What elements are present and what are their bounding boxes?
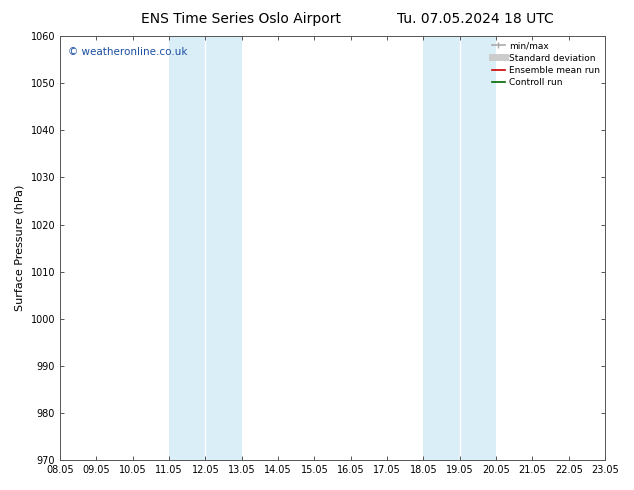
Text: © weatheronline.co.uk: © weatheronline.co.uk: [68, 47, 188, 57]
Y-axis label: Surface Pressure (hPa): Surface Pressure (hPa): [15, 185, 25, 311]
Legend: min/max, Standard deviation, Ensemble mean run, Controll run: min/max, Standard deviation, Ensemble me…: [488, 38, 604, 91]
Bar: [169, 36, 242, 460]
Text: ENS Time Series Oslo Airport: ENS Time Series Oslo Airport: [141, 12, 341, 26]
Bar: [424, 36, 496, 460]
Text: Tu. 07.05.2024 18 UTC: Tu. 07.05.2024 18 UTC: [397, 12, 554, 26]
